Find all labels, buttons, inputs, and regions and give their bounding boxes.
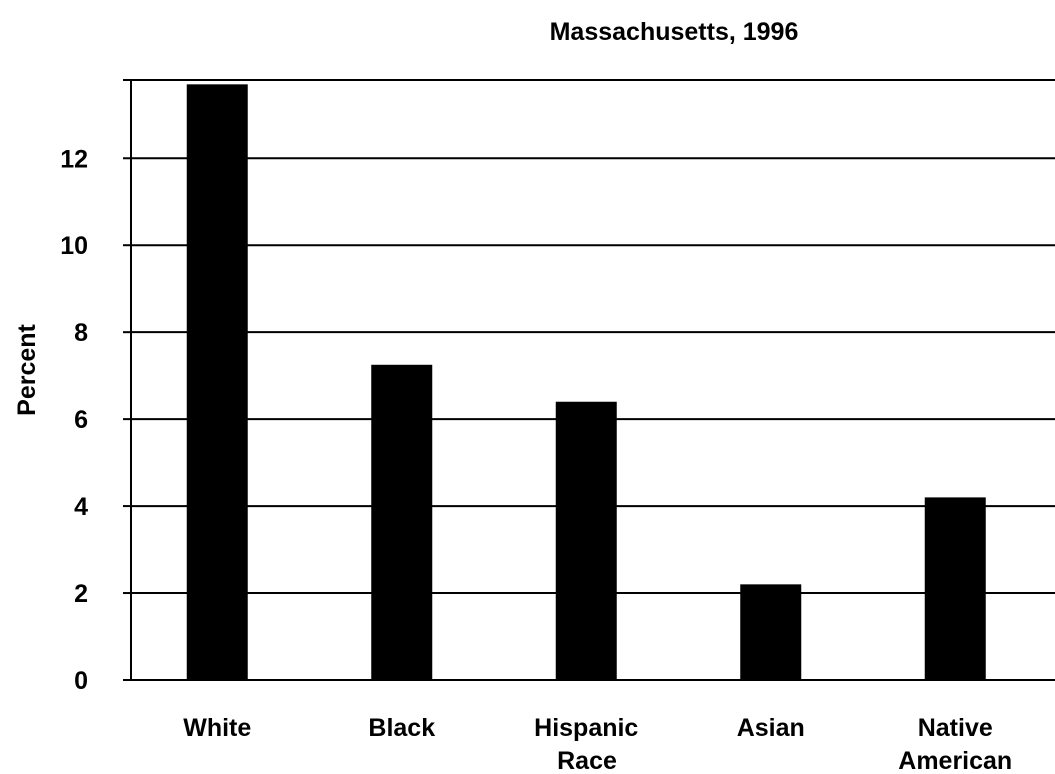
bar [186, 84, 248, 680]
y-tick-labels: 0 2 4 6 8 10 12 [60, 145, 88, 695]
bars [186, 84, 986, 680]
y-tick-label: 2 [74, 580, 88, 608]
x-tick-label: American [898, 747, 1012, 774]
y-tick-label: 10 [60, 232, 88, 260]
x-tick-label: Asian [737, 714, 805, 742]
y-tick-label: 0 [74, 667, 88, 695]
y-tick-label: 4 [74, 493, 88, 521]
x-tick-labels: White Black Hispanic Asian Native American [183, 714, 1012, 774]
y-tick-label: 8 [74, 319, 88, 347]
x-tick-label: Hispanic [534, 714, 638, 742]
x-axis-label: Race [557, 747, 617, 774]
x-tick-label: Black [368, 714, 435, 742]
y-tick-label: 12 [60, 145, 88, 173]
chart-title: Massachusetts, 1996 [550, 18, 799, 46]
y-tick-label: 6 [74, 406, 88, 434]
x-tick-label: Native [918, 714, 993, 742]
axes [123, 79, 132, 681]
y-axis-label: Percent [13, 323, 41, 415]
x-tick-label: White [183, 714, 251, 742]
bar [740, 584, 802, 680]
bar [371, 364, 433, 680]
bar [555, 401, 617, 680]
bar [924, 497, 986, 680]
